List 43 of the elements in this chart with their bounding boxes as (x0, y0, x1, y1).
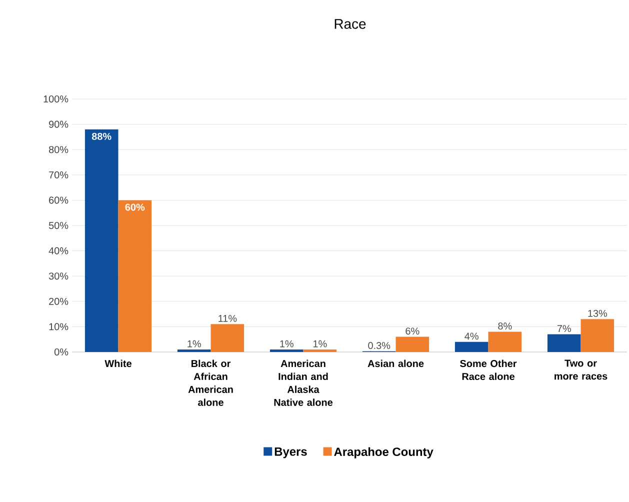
bar (488, 332, 522, 352)
chart-title: Race (334, 19, 366, 29)
bar (454, 342, 488, 352)
y-tick-label: 70% (49, 171, 68, 178)
bar (580, 319, 614, 352)
bar (547, 334, 581, 352)
legend-label: Byers (274, 447, 307, 458)
data-label: 1% (280, 340, 294, 348)
data-label: 13% (588, 310, 608, 317)
data-label: 4% (464, 332, 478, 340)
y-tick-label: 50% (48, 222, 68, 230)
data-label: 11% (218, 314, 237, 322)
data-label: 88% (92, 132, 112, 140)
y-tick-label: 100% (44, 95, 68, 103)
x-tick-label: Asian alone (368, 360, 424, 368)
x-tick-label: Some Other Race alone (460, 360, 517, 380)
x-tick-label: Two or more races (554, 360, 608, 380)
x-tick-label: American Indian and Alaska Native alone (274, 360, 333, 406)
legend-label: Arapahoe County (334, 447, 434, 458)
bar (303, 349, 337, 352)
y-tick-label: 10% (49, 323, 68, 330)
data-label: 8% (498, 322, 512, 330)
y-tick-label: 20% (49, 298, 68, 305)
data-label: 60% (125, 204, 145, 211)
x-tick-label: Black or African American alone (188, 360, 233, 406)
bar (177, 349, 211, 352)
bar (270, 349, 304, 352)
bar (396, 336, 430, 352)
y-tick-label: 90% (49, 120, 68, 128)
y-tick-label: 80% (48, 146, 68, 154)
y-tick-label: 30% (48, 272, 68, 280)
y-tick-label: 0% (54, 348, 68, 356)
y-tick-label: 60% (49, 196, 68, 204)
bar (210, 324, 244, 352)
y-tick-label: 40% (48, 247, 68, 254)
data-label: 6% (406, 328, 420, 335)
data-label: 1% (313, 340, 327, 348)
data-label: 1% (188, 340, 201, 348)
x-tick-label: White (104, 360, 132, 368)
data-label: 0.3% (368, 342, 390, 350)
bar (84, 129, 118, 352)
bar (118, 200, 152, 352)
data-label: 7% (557, 325, 571, 332)
